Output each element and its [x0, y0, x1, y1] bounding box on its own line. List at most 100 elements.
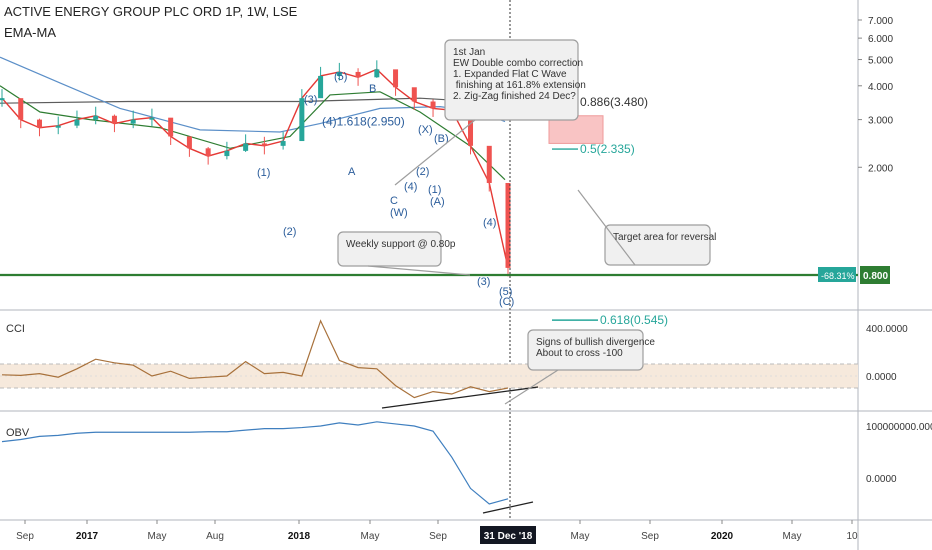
- obv-trendline: [482, 501, 534, 514]
- weekly-support-callout-text: Weekly support @ 0.80p: [346, 239, 456, 250]
- price-candle: [430, 101, 436, 109]
- obv-series-line: [1, 421, 509, 505]
- ew-correction-callout-box: [444, 39, 579, 121]
- price-candle: [224, 150, 230, 157]
- x-tick-label: May: [571, 531, 590, 542]
- price-candle: [186, 136, 192, 149]
- y-tick-label: 7.000: [868, 16, 893, 27]
- price-candle: [93, 115, 99, 120]
- price-candle: [336, 71, 342, 76]
- price-tag-box: [860, 266, 890, 284]
- price-candle: [243, 143, 249, 151]
- price-candle: [0, 98, 5, 101]
- x-tick-label: 2017: [76, 531, 99, 542]
- price-candle: [355, 71, 361, 78]
- cci-divergence-callout-text: Signs of bullish divergence About to cros…: [536, 337, 655, 359]
- elliott-wave-label: B: [369, 83, 376, 95]
- target-area-callout-box: [604, 224, 711, 266]
- price-candle: [280, 141, 286, 146]
- elliott-wave-label: (5): [334, 71, 347, 83]
- elliott-wave-label: (3): [477, 276, 490, 288]
- chart-symbol-title: ACTIVE ENERGY GROUP PLC ORD 1P, 1W, LSE: [4, 4, 298, 19]
- obv-y-tick-label: 100000000.0000: [866, 422, 932, 433]
- date-cursor-tag: [480, 526, 536, 544]
- percent-tag-label: -68.31%: [821, 271, 855, 281]
- price-candle: [18, 98, 24, 120]
- obv-y-tick-label: 0.0000: [866, 474, 897, 485]
- percent-tag-box: [818, 267, 856, 282]
- elliott-wave-label: (B): [434, 133, 449, 145]
- ma-long-grey-line: [0, 97, 506, 104]
- target-area-callout-pointer: [577, 189, 636, 266]
- price-candle: [55, 125, 61, 128]
- elliott-wave-label: (A): [430, 196, 445, 208]
- price-candle: [411, 87, 417, 102]
- fib-level-label: 0.618(0.545): [600, 313, 668, 327]
- elliott-wave-label: (4): [404, 181, 417, 193]
- ma-green-line: [0, 85, 506, 181]
- elliott-wave-label: (2): [416, 166, 429, 178]
- elliott-wave-label: (1): [428, 184, 441, 196]
- target-area-callout-text: Target area for reversal: [613, 232, 716, 243]
- price-candle: [36, 119, 42, 128]
- price-candle: [74, 119, 80, 126]
- elliott-wave-label: (X): [418, 124, 433, 136]
- price-candle: [393, 69, 399, 88]
- elliott-wave-label: (4): [483, 217, 496, 229]
- cci-y-tick-label: 400.0000: [866, 324, 908, 335]
- y-tick-label: 6.000: [868, 34, 893, 45]
- price-candle: [374, 69, 380, 78]
- y-tick-label: 4.000: [868, 82, 893, 93]
- indicator-name: EMA-MA: [4, 25, 56, 40]
- elliott-wave-label: (3): [304, 94, 317, 106]
- price-candle: [111, 115, 117, 124]
- x-tick-label: Sep: [16, 531, 34, 542]
- cci-y-tick-label: 0.0000: [866, 372, 897, 383]
- elliott-wave-label: (5): [499, 286, 512, 298]
- price-tag-label: 0.800: [863, 271, 888, 282]
- y-tick-label: 2.000: [868, 163, 893, 174]
- elliott-wave-label: (2): [283, 226, 296, 238]
- price-candle: [149, 117, 155, 120]
- x-tick-label: 10: [846, 531, 858, 542]
- x-tick-label: Sep: [429, 531, 447, 542]
- x-tick-label: May: [783, 531, 802, 542]
- price-candle: [168, 117, 174, 137]
- x-tick-label: 2020: [711, 531, 734, 542]
- obv-title: OBV: [6, 427, 30, 439]
- price-candle: [205, 148, 211, 157]
- price-candle: [318, 75, 324, 99]
- x-tick-label: May: [361, 531, 380, 542]
- price-candle: [486, 145, 492, 183]
- cci-band-rect: [0, 364, 858, 388]
- elliott-wave-label: (C): [499, 296, 514, 308]
- elliott-wave-label: A: [348, 166, 356, 178]
- cci-divergence-callout-box: [527, 329, 644, 371]
- cci-divergence-callout-pointer: [504, 369, 559, 405]
- price-candle: [130, 119, 136, 124]
- fib-level-label: 0.5(2.335): [580, 142, 635, 156]
- price-candle: [299, 98, 305, 142]
- price-candle: [468, 110, 474, 146]
- fib-extension-label: (4)1.618(2.950): [322, 115, 405, 129]
- cci-title: CCI: [6, 323, 25, 335]
- price-candle: [261, 143, 267, 146]
- price-candle: [505, 182, 511, 268]
- y-tick-label: 5.000: [868, 56, 893, 67]
- elliott-wave-label: (1): [257, 167, 270, 179]
- ew-correction-callout-text: 1st Jan EW Double combo correction 1. Expa…: [453, 47, 586, 102]
- y-tick-label: 3.000: [868, 116, 893, 127]
- x-tick-label: Sep: [641, 531, 659, 542]
- cci-divergence-trendline: [381, 386, 539, 409]
- weekly-support-callout-box: [337, 231, 442, 267]
- elliott-wave-label: (W): [390, 207, 408, 219]
- cci-series-line: [1, 319, 509, 399]
- elliott-wave-label: C: [390, 195, 398, 207]
- weekly-support-callout-pointer: [367, 265, 471, 276]
- x-tick-label: 2018: [288, 531, 311, 542]
- x-tick-label: May: [148, 531, 167, 542]
- ema-ma-series-line: [1, 68, 509, 269]
- x-tick-label: Aug: [206, 531, 224, 542]
- fib-level-label: 0.886(3.480): [580, 95, 648, 109]
